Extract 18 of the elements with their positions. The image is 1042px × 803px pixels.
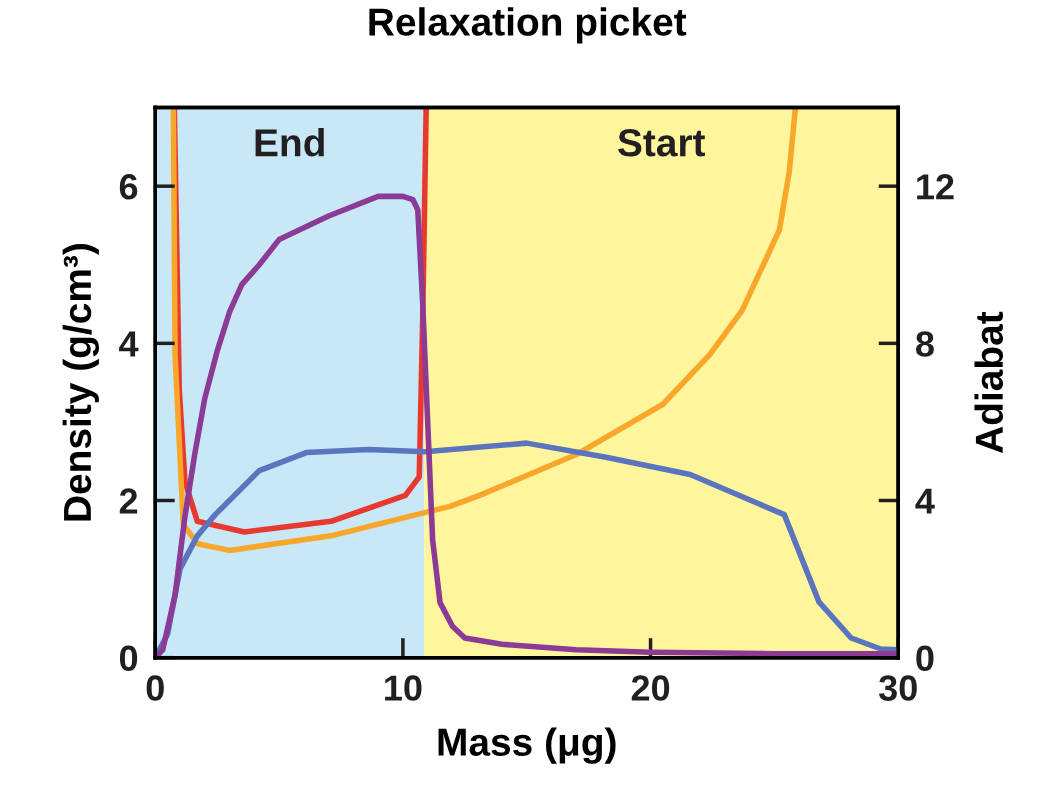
x-tick-label: 10 [385,675,422,701]
y2-tick-label: 12 [917,174,954,200]
y-tick-label: 4 [119,331,139,357]
y-axis-title: Density (g/cm³) [62,244,100,521]
band-label: End [255,127,324,157]
x-axis-title: Mass (μg) [438,727,616,764]
y-tick-label: 6 [119,174,138,200]
x-tick-label: 20 [631,675,670,701]
y-tick-label: 2 [119,488,138,514]
y-tick-label: 0 [119,645,138,672]
band-label: Start [618,129,706,157]
y2-axis-title: Adiabat [974,311,1004,453]
x-tick-label: 0 [146,675,164,701]
x-tick-label: 30 [878,675,917,701]
chart-title: Relaxation picket [369,7,687,44]
y2-tick-label: 4 [915,488,935,514]
y2-tick-label: 0 [916,645,934,672]
y2-tick-label: 8 [916,331,934,357]
